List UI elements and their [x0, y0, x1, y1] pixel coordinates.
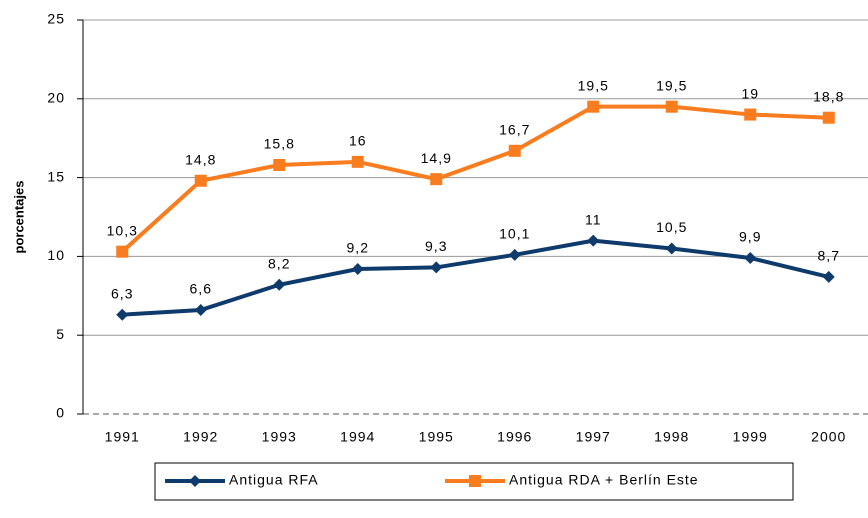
data-label: 11: [585, 211, 602, 227]
y-tick-label: 0: [56, 405, 65, 421]
data-label: 16: [349, 133, 367, 149]
data-label: 9,9: [739, 229, 761, 245]
x-tick-label: 1993: [262, 429, 297, 445]
legend-marker: [469, 475, 481, 487]
y-tick-label: 25: [47, 11, 65, 27]
data-label: 9,2: [347, 240, 369, 256]
point: [273, 278, 286, 291]
data-label: 6,3: [111, 285, 133, 301]
data-label: 9,3: [425, 238, 447, 254]
data-label: 19,5: [578, 77, 609, 93]
point: [508, 248, 521, 261]
point: [744, 108, 757, 121]
data-label: 6,6: [190, 281, 212, 297]
point: [194, 174, 207, 187]
point: [194, 303, 207, 316]
point: [430, 173, 443, 186]
point: [116, 245, 129, 258]
data-label: 8,2: [268, 255, 290, 271]
point: [822, 270, 835, 283]
data-label: 15,8: [264, 136, 295, 152]
data-label: 16,7: [499, 122, 530, 138]
data-label: 14,8: [185, 151, 216, 167]
x-tick-label: 1995: [419, 429, 454, 445]
y-tick-label: 15: [47, 168, 65, 184]
x-tick-label: 1992: [183, 429, 218, 445]
data-label: 8,7: [818, 248, 840, 264]
x-tick-label: 1999: [733, 429, 768, 445]
x-tick-label: 1994: [340, 429, 375, 445]
x-tick-label: 1997: [576, 429, 611, 445]
x-tick-label: 2000: [811, 429, 846, 445]
y-tick-label: 5: [56, 326, 65, 342]
point: [430, 261, 443, 274]
x-tick-label: 1996: [497, 429, 532, 445]
point: [351, 155, 364, 168]
series-line: [120, 104, 829, 254]
point: [744, 251, 757, 264]
x-tick-label: 1998: [654, 429, 689, 445]
y-tick-label: 20: [47, 90, 65, 106]
series-line: [122, 238, 830, 317]
point: [587, 100, 600, 113]
x-tick-label: 1991: [105, 429, 140, 445]
data-label: 18,8: [813, 88, 844, 104]
point: [508, 144, 521, 157]
point: [665, 100, 678, 113]
data-label: 19: [741, 85, 759, 101]
legend-marker: [189, 475, 201, 487]
legend-label: Antigua RFA: [229, 472, 319, 488]
point: [351, 263, 364, 276]
data-label: 10,1: [499, 226, 530, 242]
point: [665, 242, 678, 255]
y-tick-label: 10: [47, 247, 65, 263]
y-axis-label: porcentajes: [11, 181, 26, 254]
legend-label: Antigua RDA + Berlín Este: [509, 472, 699, 488]
data-label: 14,9: [421, 150, 452, 166]
point: [822, 111, 835, 124]
data-label: 10,3: [107, 222, 138, 238]
data-label: 19,5: [656, 77, 687, 93]
point: [116, 308, 129, 321]
data-label: 10,5: [656, 219, 687, 235]
point: [273, 158, 286, 171]
point: [587, 234, 600, 247]
